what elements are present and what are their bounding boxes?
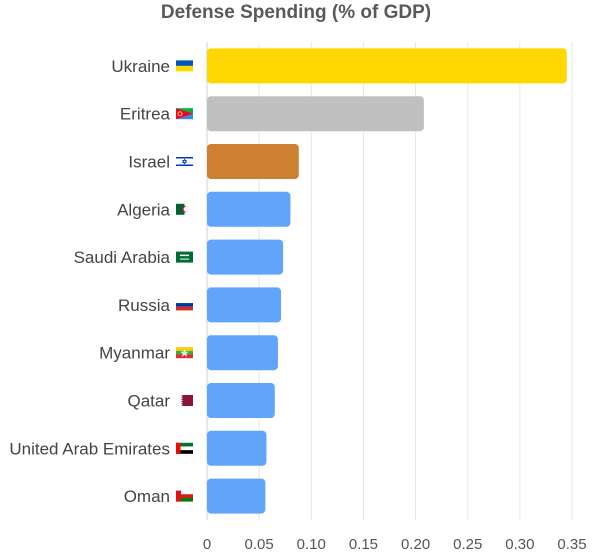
- bar-ukraine[interactable]: [207, 48, 567, 84]
- bar-russia[interactable]: [207, 287, 282, 323]
- bar-saudi-arabia[interactable]: [207, 239, 284, 275]
- ukraine-flag-icon: [176, 60, 193, 72]
- oman-flag-icon: [176, 490, 193, 502]
- chart-title: Defense Spending (% of GDP): [160, 2, 432, 23]
- x-axis: 0 0.05 0.10 0.15 0.20 0.25 0.30 0.35: [203, 536, 587, 553]
- bars: [207, 48, 567, 514]
- x-tick-label: 0: [203, 536, 211, 553]
- x-tick-label: 0.05: [245, 536, 274, 553]
- category-label: Eritrea: [120, 105, 171, 124]
- y-axis: Ukraine Eritrea Israel Algeria Saudi Arabia R…: [9, 57, 193, 506]
- qatar-flag-icon: [176, 395, 193, 406]
- algeria-flag-icon: [176, 203, 193, 215]
- bar-myanmar[interactable]: [207, 335, 278, 371]
- russia-flag-icon: [176, 299, 193, 311]
- x-tick-label: 0.25: [453, 536, 482, 553]
- x-tick-label: 0.10: [297, 536, 326, 553]
- bar-qatar[interactable]: [207, 383, 275, 418]
- category-label: Qatar: [127, 392, 170, 411]
- x-tick-label: 0.30: [505, 536, 534, 553]
- category-label: Algeria: [117, 200, 170, 219]
- bar-israel[interactable]: [207, 144, 299, 179]
- saudi-arabia-flag-icon: [176, 251, 193, 263]
- eritrea-flag-icon: [176, 108, 193, 120]
- category-label: Russia: [118, 296, 171, 315]
- bar-algeria[interactable]: [207, 191, 291, 227]
- israel-flag-icon: [176, 156, 193, 167]
- category-label: Ukraine: [111, 57, 170, 76]
- x-tick-label: 0.15: [349, 536, 378, 553]
- category-label: Oman: [124, 487, 170, 506]
- x-tick-label: 0.20: [401, 536, 430, 553]
- x-tick-label: 0.35: [557, 536, 586, 553]
- category-label: Saudi Arabia: [74, 248, 171, 267]
- category-label: Myanmar: [99, 344, 170, 363]
- category-label: United Arab Emirates: [9, 439, 170, 458]
- category-label: Israel: [128, 153, 170, 172]
- bar-eritrea[interactable]: [207, 96, 424, 132]
- bar-united-arab-emirates[interactable]: [207, 430, 267, 466]
- x-gridlines: [206, 42, 573, 520]
- myanmar-flag-icon: [176, 347, 193, 359]
- bar-oman[interactable]: [207, 478, 266, 514]
- uae-flag-icon: [176, 442, 193, 454]
